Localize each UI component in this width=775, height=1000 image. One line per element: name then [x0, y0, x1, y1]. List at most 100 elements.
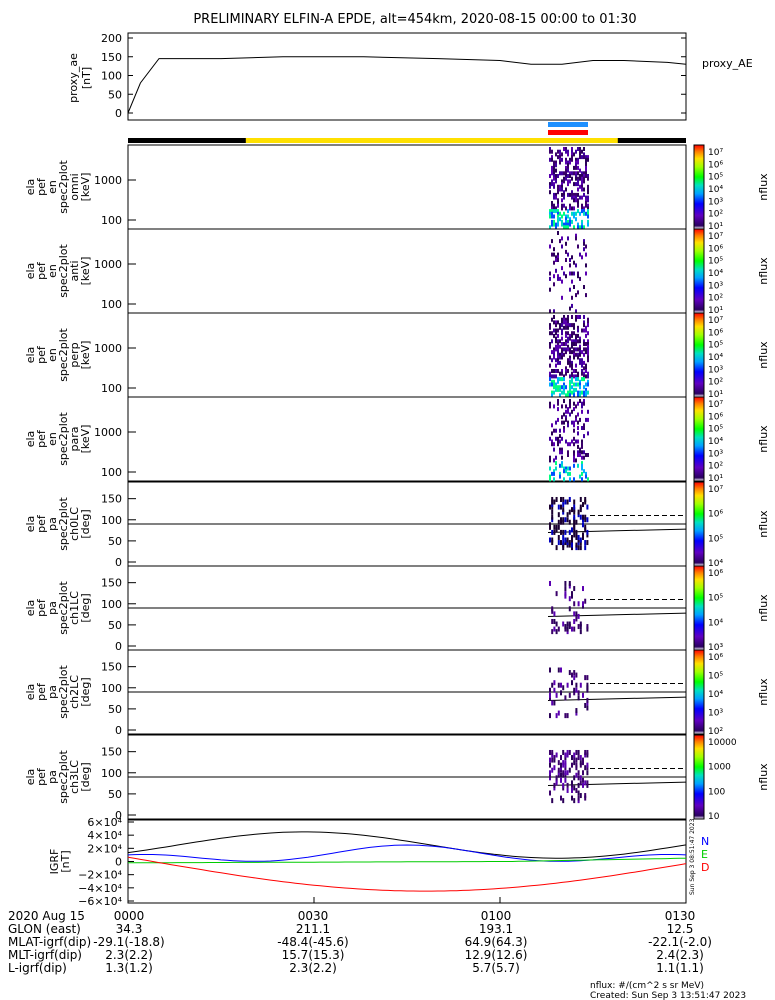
- spectrogram-pixel: [559, 211, 561, 216]
- spectrogram-pixel: [557, 222, 559, 227]
- spectrogram-pixel: [549, 363, 551, 368]
- pa-spectrogram-pixel: [562, 785, 565, 791]
- proxy-ae-line: [127, 56, 687, 114]
- spectrogram-pixel: [587, 379, 589, 384]
- spectrogram-pixel: [551, 209, 553, 214]
- loss-cone-line: [547, 696, 687, 701]
- spectrogram-pixel: [573, 225, 575, 230]
- spectrogram-pixel: [587, 219, 589, 224]
- spectrogram-pixel: [555, 168, 557, 173]
- pa-spectrogram-pixel: [571, 527, 573, 533]
- spectrogram-pixel: [553, 315, 555, 319]
- spectrogram-pixel: [561, 236, 563, 241]
- spectrogram-pixel: [555, 436, 557, 441]
- pa-spectrogram-pixel: [586, 517, 589, 523]
- spectrogram-pixel: [583, 179, 585, 184]
- footer-value: -22.1(-2.0): [648, 935, 712, 949]
- pa-spectrogram-pixel: [584, 517, 587, 523]
- pa-spectrogram-pixel: [549, 537, 551, 543]
- spectrogram-pixel: [573, 271, 575, 276]
- pa-spectrogram-pixel: [579, 755, 582, 761]
- spectrogram-pixel: [581, 409, 583, 414]
- spectrogram-pixel: [581, 444, 583, 449]
- spectrogram-pixel: [557, 442, 559, 447]
- pa-tick-label: 150: [101, 577, 122, 590]
- pa-spectrogram-pixel: [562, 507, 565, 513]
- spectrogram-pixel: [577, 179, 579, 184]
- spectrogram-pixel: [587, 331, 589, 336]
- spectrogram-pixel: [559, 352, 561, 357]
- spectrogram-pixel: [577, 355, 579, 360]
- spectrogram-pixel: [583, 155, 585, 160]
- spectrogram-pixel: [571, 171, 573, 176]
- spectrogram-pixel: [555, 385, 557, 390]
- pa-spectrogram-pixel: [577, 540, 580, 546]
- pa-spectrogram-pixel: [564, 529, 567, 535]
- spectrogram-pixel: [569, 374, 571, 379]
- spectrogram-pixel: [579, 385, 581, 390]
- colorbar-tick-label: 10²: [708, 210, 723, 220]
- spectrogram-pixel: [587, 176, 589, 181]
- panel-ylabel: perp: [68, 342, 81, 367]
- spectrogram-pixel: [551, 211, 553, 216]
- panel-ylabel: pa: [46, 517, 59, 531]
- spectrogram-pixel: [573, 477, 575, 482]
- pa-spectrogram-pixel: [555, 692, 558, 698]
- pa-spectrogram-pixel: [564, 537, 567, 543]
- pa-spectrogram-pixel: [551, 529, 554, 535]
- spectrogram-pixel: [569, 404, 571, 409]
- spectrogram-pixel: [587, 157, 589, 162]
- spectrogram-pixel: [557, 184, 559, 189]
- spectrogram-pixel: [555, 206, 557, 211]
- spectrogram-pixel: [561, 323, 563, 328]
- pa-spectrogram-pixel: [584, 765, 587, 771]
- spectrogram-pixel: [551, 369, 553, 373]
- spectrogram-pixel: [581, 404, 583, 409]
- spectrogram-pixel: [577, 192, 579, 197]
- spectrogram-pixel: [561, 279, 563, 284]
- spectrogram-pixel: [555, 461, 557, 466]
- spectrogram-pixel: [581, 358, 583, 363]
- colorbar-tick-label: 10²: [708, 462, 723, 472]
- pa-spectrogram-pixel: [568, 624, 571, 630]
- spectrogram-pixel: [549, 344, 551, 349]
- colorbar-tick-label: 10²: [708, 378, 723, 388]
- spectrogram-pixel: [561, 336, 563, 341]
- pa-spectrogram-pixel: [575, 772, 578, 778]
- panel-ylabel: pef: [35, 429, 48, 448]
- spectrogram-pixel: [557, 385, 559, 390]
- pa-spectrogram-pixel: [573, 522, 576, 528]
- spectrogram-pixel: [561, 371, 563, 376]
- spectrogram-pixel: [585, 198, 587, 203]
- spectrogram-pixel: [561, 328, 563, 333]
- pa-spectrogram-pixel: [586, 749, 589, 755]
- spectrogram-pixel: [579, 360, 581, 365]
- footer-value: 0130: [665, 909, 696, 923]
- spectrogram-pixel: [567, 393, 569, 398]
- spectrogram-pixel: [571, 360, 573, 365]
- spectrogram-pixel: [579, 195, 581, 200]
- spectrogram-pixel: [549, 323, 551, 328]
- pa-spectrogram-pixel: [575, 611, 578, 617]
- spectrogram-pixel: [565, 342, 567, 346]
- pa-spectrogram-pixel: [551, 629, 554, 635]
- spectrogram-pixel: [549, 382, 551, 387]
- pa-spectrogram-pixel: [577, 775, 580, 781]
- spectrogram-pixel: [577, 328, 579, 333]
- pa-spectrogram-pixel: [584, 545, 587, 551]
- spectrogram-pixel: [569, 157, 571, 162]
- spectrogram-pixel: [581, 461, 583, 466]
- spectrogram-pixel: [581, 219, 583, 224]
- spectrogram-pixel: [569, 219, 571, 224]
- spectrogram-pixel: [563, 428, 565, 433]
- loss-cone-line: [547, 612, 687, 617]
- spectrogram-pixel: [567, 442, 569, 447]
- spectrogram-pixel: [555, 268, 557, 273]
- pa-spectrogram-pixel: [573, 798, 576, 804]
- pa-spectrogram-pixel: [560, 496, 562, 502]
- spectrogram-pixel: [573, 463, 575, 468]
- spectrogram-pixel: [551, 390, 553, 395]
- pa-spectrogram-pixel: [577, 790, 580, 796]
- spectrogram-pixel: [561, 404, 563, 409]
- pa-spectrogram-pixel: [564, 762, 567, 768]
